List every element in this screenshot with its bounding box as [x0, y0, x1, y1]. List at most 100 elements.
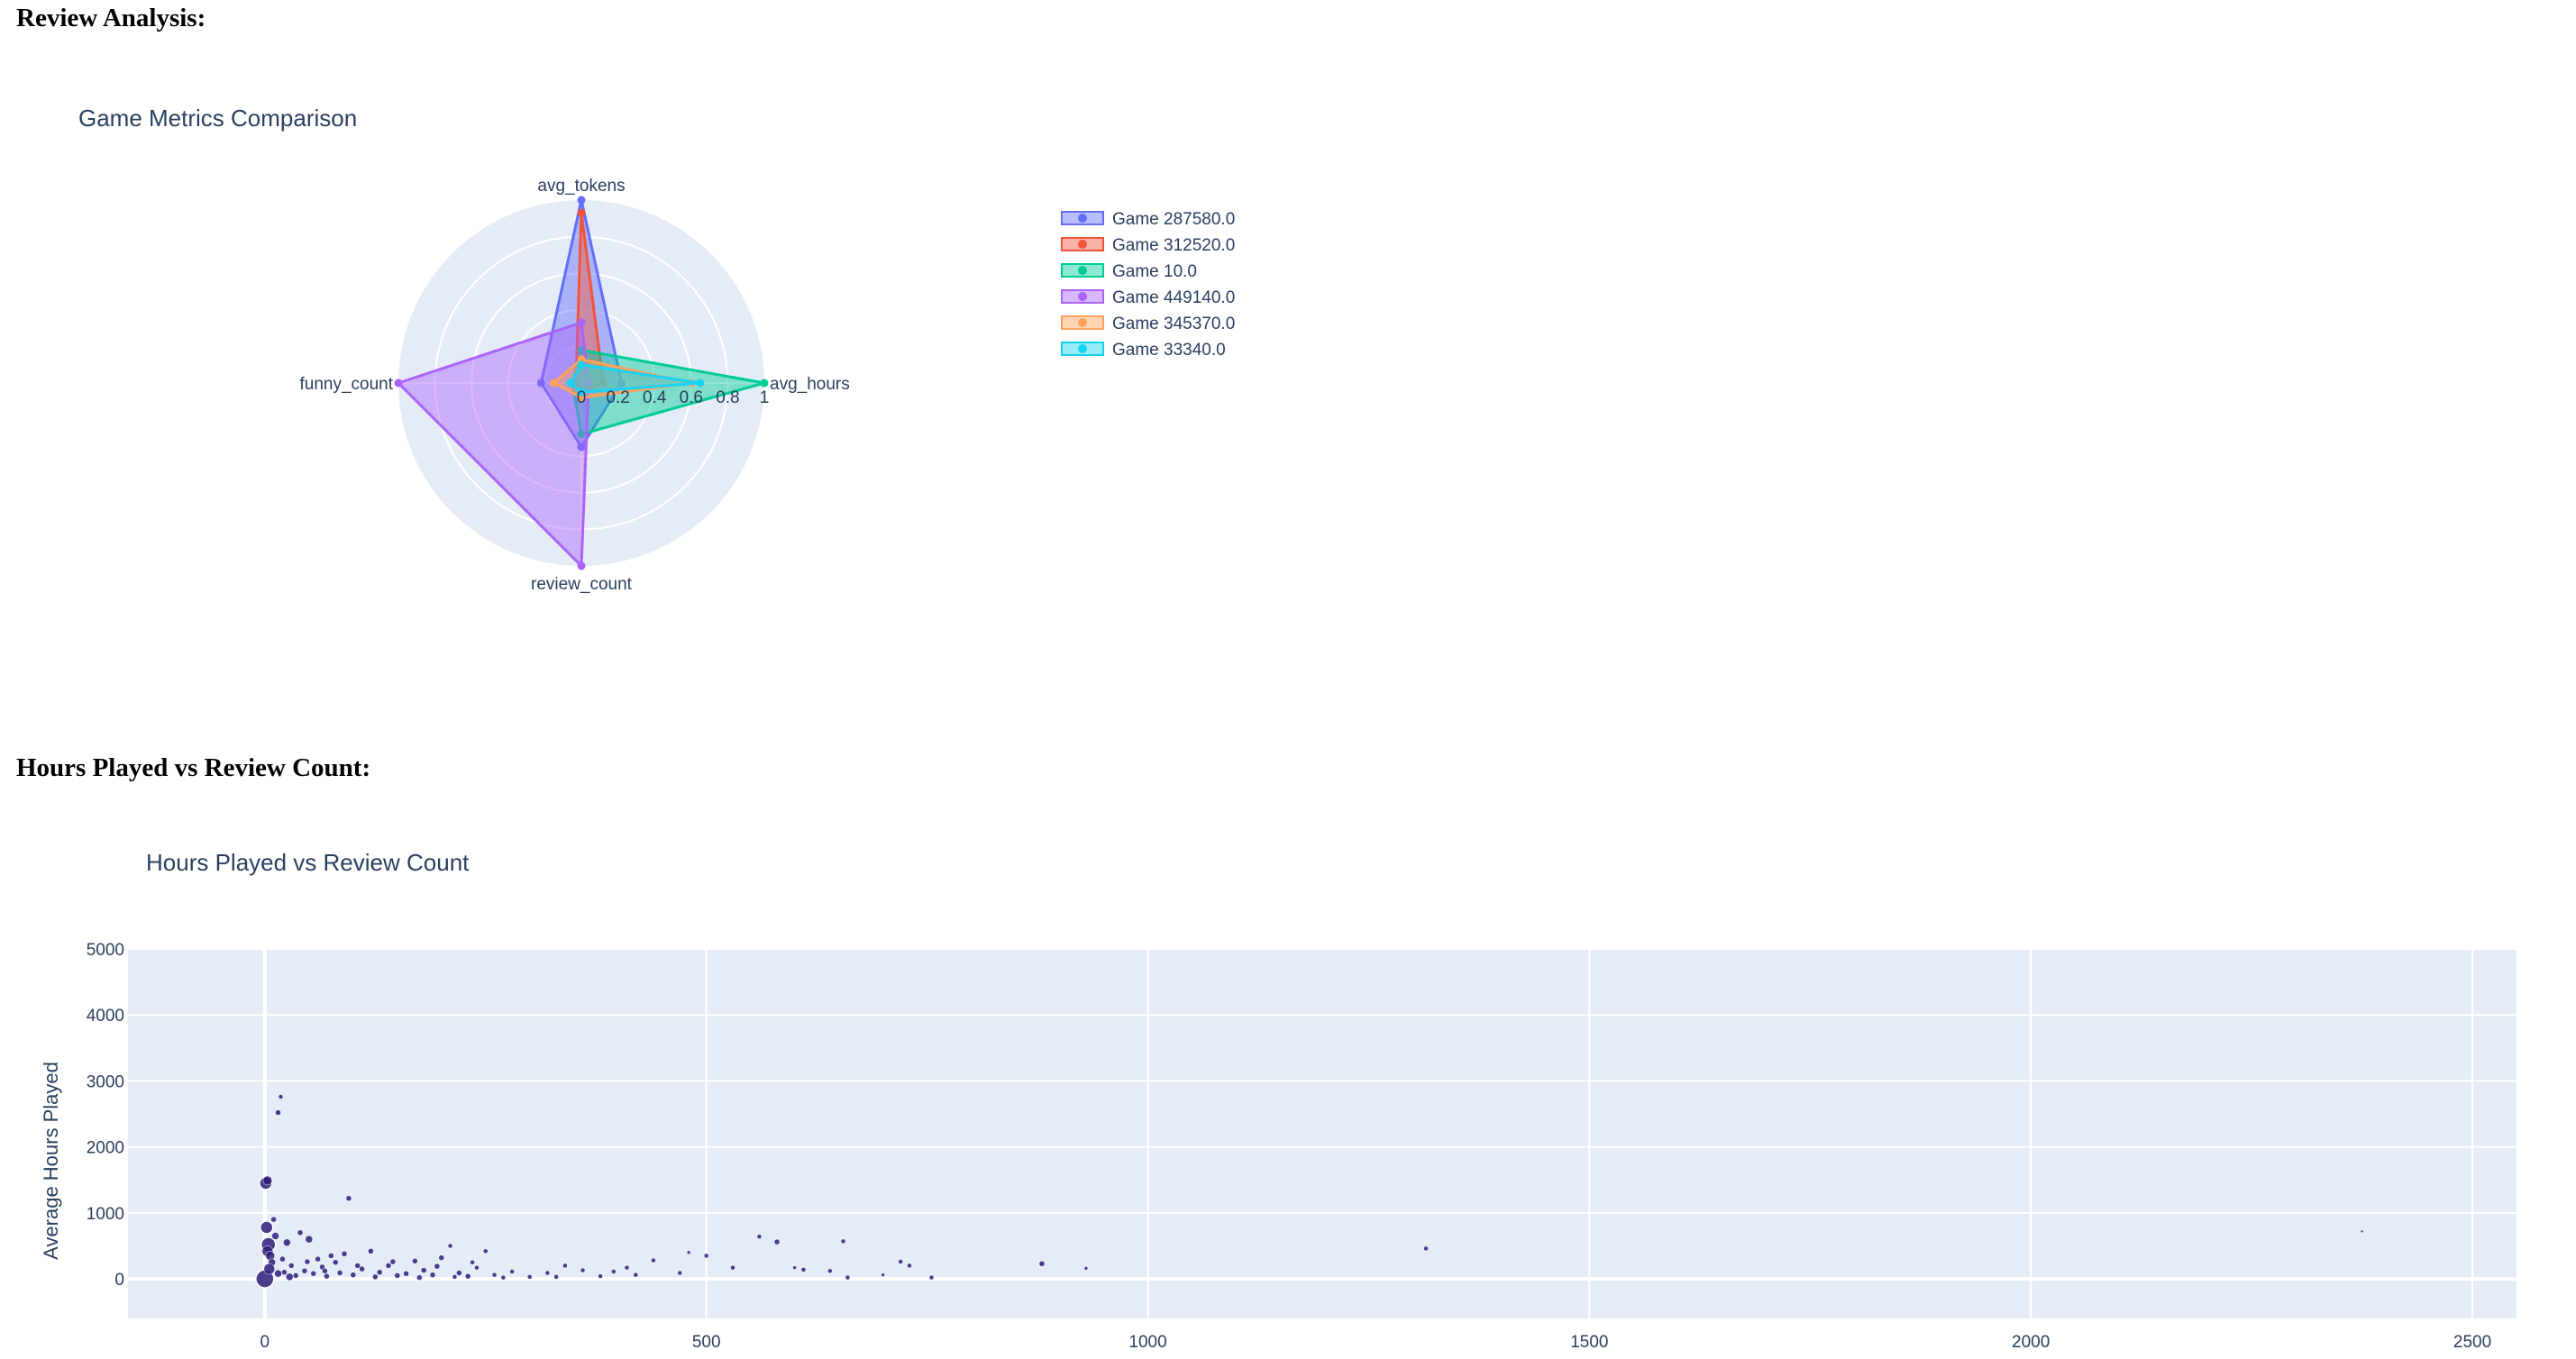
- legend-item[interactable]: Game 33340.0: [1061, 341, 1226, 360]
- radar-axis-label-funny-count: funny_count: [299, 375, 393, 394]
- scatter-point: [756, 1234, 763, 1239]
- scatter-point: [474, 1264, 480, 1271]
- legend-label: Game 10.0: [1112, 262, 1197, 281]
- legend-item[interactable]: Game 312520.0: [1061, 236, 1235, 255]
- x-tick-label: 1500: [1570, 1333, 1608, 1352]
- scatter-point: [470, 1260, 475, 1265]
- scatter-point: [274, 1269, 282, 1278]
- scatter-chart-title: Hours Played vs Review Count: [146, 849, 470, 876]
- scatter-point: [412, 1258, 418, 1264]
- radar-series-point: [577, 442, 586, 451]
- x-tick-label: 1000: [1128, 1333, 1166, 1352]
- scatter-chart: Hours Played vs Review Count 0 500 1000 150…: [40, 849, 2517, 1352]
- scatter-point: [2360, 1229, 2364, 1234]
- scatter-point: [633, 1272, 639, 1278]
- x-tick-label: 500: [692, 1333, 721, 1352]
- y-tick-label: 5000: [87, 941, 124, 960]
- legend-marker: [1078, 214, 1087, 223]
- scatter-point: [438, 1254, 445, 1261]
- scatter-point: [509, 1269, 515, 1274]
- x-tick-label: 2500: [2453, 1333, 2491, 1352]
- radar-series-point: [577, 196, 586, 205]
- scatter-point: [263, 1263, 275, 1275]
- radar-series-point: [696, 379, 705, 388]
- radar-series-point: [577, 561, 586, 570]
- scatter-point: [526, 1274, 533, 1280]
- radar-series-point: [584, 379, 593, 388]
- radar-radial-tick: 0.6: [680, 388, 703, 407]
- scatter-point: [376, 1269, 383, 1275]
- scatter-point: [260, 1220, 274, 1235]
- scatter-point: [281, 1269, 288, 1275]
- scatter-point: [292, 1272, 299, 1279]
- scatter-point: [350, 1272, 357, 1278]
- scatter-point: [651, 1257, 656, 1263]
- legend-marker: [1078, 344, 1087, 353]
- scatter-point: [1423, 1245, 1429, 1252]
- scatter-point: [394, 1272, 401, 1279]
- scatter-point: [624, 1264, 630, 1271]
- y-tick-label: 1000: [87, 1205, 124, 1224]
- scatter-point: [898, 1259, 903, 1264]
- scatter-point: [297, 1229, 304, 1236]
- radar-series-5: [566, 360, 705, 397]
- scatter-point: [270, 1216, 277, 1223]
- scatter-point: [278, 1094, 284, 1099]
- scatter-point: [420, 1267, 427, 1273]
- scatter-point: [500, 1274, 507, 1281]
- legend-item[interactable]: Game 10.0: [1061, 262, 1197, 281]
- scatter-point: [322, 1268, 328, 1274]
- x-tick-label: 0: [260, 1333, 270, 1352]
- scatter-point: [354, 1263, 361, 1269]
- radar-series-point: [577, 360, 586, 369]
- legend-item[interactable]: Game 345370.0: [1061, 315, 1235, 333]
- y-tick-label: 0: [114, 1271, 124, 1290]
- hours-vs-reviews-heading: Hours Played vs Review Count:: [16, 753, 371, 782]
- y-axis-label: Average Hours Played: [40, 1062, 62, 1260]
- scatter-point: [686, 1250, 691, 1255]
- scatter-point: [1083, 1266, 1089, 1271]
- scatter-point: [271, 1232, 279, 1240]
- scatter-point: [359, 1265, 365, 1272]
- scatter-point: [368, 1248, 374, 1254]
- radar-series-point: [566, 379, 575, 388]
- scatter-point: [928, 1274, 935, 1281]
- scatter-plot-area: [128, 948, 2517, 1318]
- scatter-point: [840, 1238, 846, 1245]
- scatter-point: [730, 1264, 735, 1271]
- scatter-point: [403, 1270, 409, 1277]
- scatter-point: [341, 1251, 348, 1257]
- radar-radial-tick: 0.2: [606, 388, 629, 407]
- scatter-point: [553, 1274, 559, 1280]
- scatter-point: [345, 1195, 352, 1201]
- scatter-point: [907, 1263, 912, 1269]
- scatter-point: [283, 1238, 291, 1247]
- scatter-point: [452, 1274, 458, 1280]
- scatter-point: [447, 1243, 453, 1249]
- scatter-point: [456, 1270, 462, 1276]
- scatter-points-group: [255, 1094, 2364, 1289]
- legend-label: Game 449140.0: [1112, 288, 1235, 307]
- radar-radial-tick: 1: [760, 388, 770, 407]
- radar-radial-tick: 0.4: [643, 388, 667, 407]
- scatter-point: [845, 1274, 851, 1281]
- legend-item[interactable]: Game 287580.0: [1061, 210, 1235, 229]
- legend-item[interactable]: Game 449140.0: [1061, 288, 1235, 307]
- scatter-point: [279, 1255, 286, 1263]
- radar-chart: Game Metrics Comparison 0 0.2 0.4 0.6 0.8 1av…: [78, 105, 1235, 594]
- legend-label: Game 312520.0: [1112, 236, 1235, 255]
- scatter-point: [598, 1273, 603, 1279]
- radar-radial-tick: 0.8: [716, 388, 739, 407]
- scatter-point: [1038, 1260, 1046, 1267]
- radar-series-point: [550, 379, 559, 388]
- scatter-point: [288, 1263, 295, 1269]
- radar-series-point: [617, 379, 626, 388]
- scatter-point: [792, 1265, 797, 1270]
- radar-series-point: [577, 430, 586, 439]
- scatter-point: [703, 1253, 709, 1259]
- x-tick-label: 2000: [2012, 1333, 2050, 1352]
- radar-series-point: [577, 318, 586, 327]
- radar-legend[interactable]: Game 287580.0 Game 312520.0 Game 10.0 Game …: [1061, 210, 1235, 360]
- scatter-point: [677, 1270, 683, 1276]
- scatter-point: [881, 1272, 885, 1277]
